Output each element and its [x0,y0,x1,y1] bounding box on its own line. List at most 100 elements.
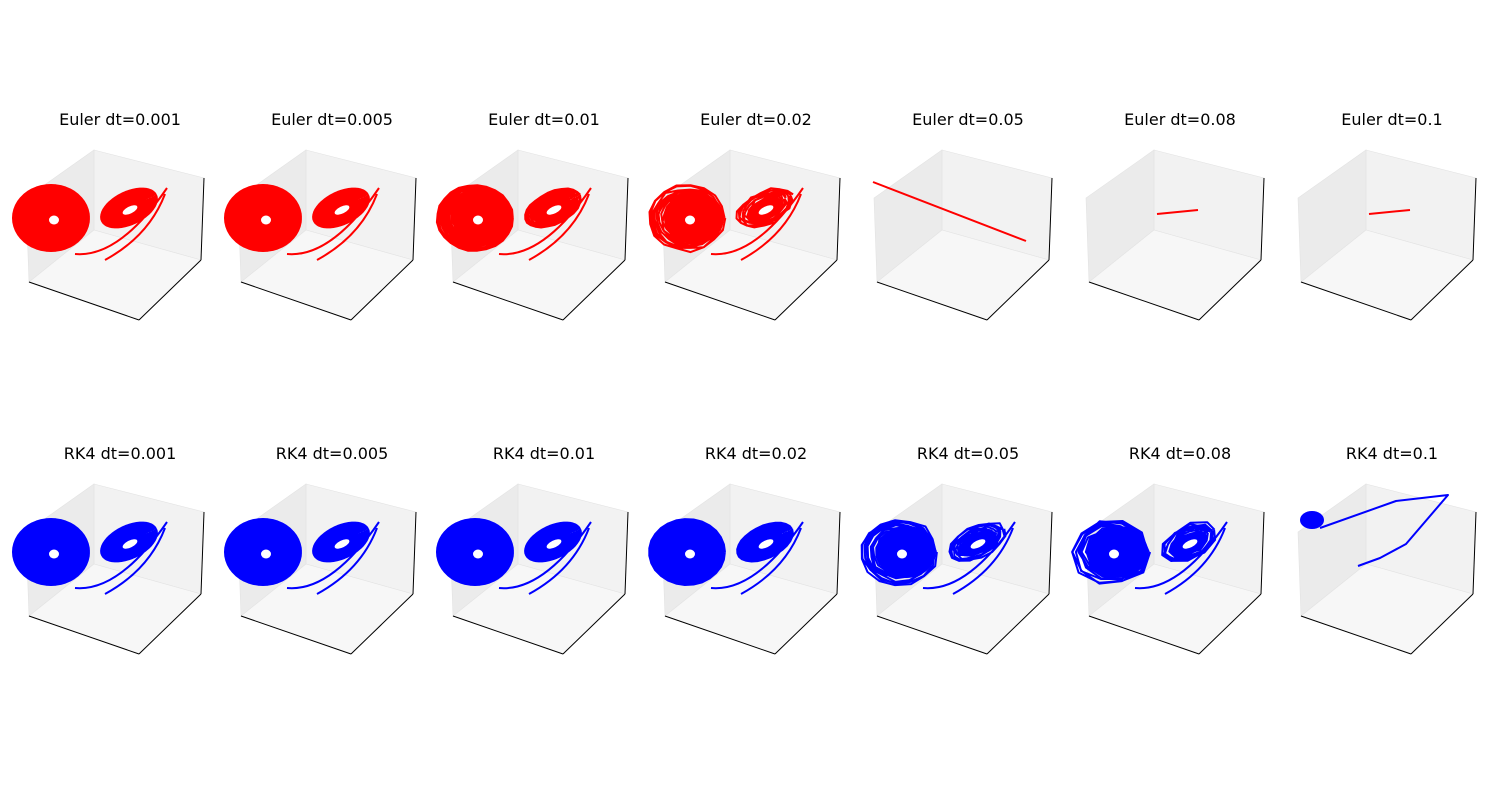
subplot-title: Euler dt=0.001 [59,110,181,129]
x-axis-line [664,281,776,321]
y-axis-line [1410,593,1474,655]
y-axis-line [138,593,202,655]
z-axis-line [836,511,841,595]
trajectory-hole-right [334,539,350,549]
subplot-rk4-0_001: RK4 dt=0.001 [12,444,226,674]
trajectory-hole-left [261,215,271,225]
axes-3d [1297,149,1477,321]
z-axis-line [200,511,205,595]
trajectory-hole-left [685,215,695,225]
trajectory-hole-left [685,549,695,559]
x-axis-line [28,281,140,321]
subplot-title: Euler dt=0.02 [700,110,812,129]
subplot-rk4-0_005: RK4 dt=0.005 [224,444,438,674]
subplot-euler-0_1: Euler dt=0.1 [1286,110,1498,340]
axes-3d [860,483,1053,655]
subplot-rk4-0_02: RK4 dt=0.02 [648,444,862,674]
trajectory-hole-right [546,539,562,549]
axes-3d [648,483,841,655]
trajectory-hole-left [897,549,907,559]
axes-3d [224,149,417,321]
subplot-rk4-0_08: RK4 dt=0.08 [1071,444,1286,674]
y-axis-line [1198,259,1262,321]
y-axis-line [774,259,838,321]
trajectory-line [435,184,592,261]
y-axis-line [562,259,626,321]
axes-3d [12,483,205,655]
z-axis-line [1048,177,1053,261]
trajectory-line [224,184,380,261]
z-axis-line [1472,177,1477,261]
y-axis-line [138,259,202,321]
z-axis-line [1472,511,1477,595]
trajectory-line [12,518,168,595]
trajectory-hole-left [49,215,59,225]
z-axis-line [1048,511,1053,595]
trajectory-line [1156,209,1199,215]
trajectory-cluster [1300,511,1324,529]
x-axis-line [1300,615,1412,655]
trajectory-hole-right [122,205,138,215]
z-axis-line [624,177,629,261]
trajectory-hole-right [546,205,562,215]
axes-3d [1085,149,1265,321]
trajectory-line [224,518,380,595]
subplot-rk4-0_01: RK4 dt=0.01 [436,444,650,674]
y-axis-line [986,593,1050,655]
subplot-title: Euler dt=0.08 [1124,110,1236,129]
subplot-euler-0_02: Euler dt=0.02 [648,110,862,340]
subplot-title: Euler dt=0.05 [912,110,1024,129]
x-axis-line [1300,281,1412,321]
subplot-title: Euler dt=0.1 [1341,110,1443,129]
subplot-rk4-0_1: RK4 dt=0.1 [1286,444,1498,674]
subplot-euler-0_08: Euler dt=0.08 [1074,110,1286,340]
trajectory-line [648,518,804,595]
subplot-title: RK4 dt=0.02 [704,444,808,463]
trajectory-line [872,181,1027,242]
y-axis-line [774,593,838,655]
x-axis-line [876,281,988,321]
trajectory-line [1368,209,1411,215]
trajectory-hole-right [758,205,774,215]
x-axis-line [1088,281,1200,321]
z-axis-line [624,511,629,595]
trajectory-hole-right [334,205,350,215]
x-axis-line [1088,615,1200,655]
trajectory-line [1319,494,1449,567]
x-axis-line [452,281,564,321]
trajectory-hole-right [758,539,774,549]
trajectory-line [436,518,592,595]
trajectory-line [12,184,168,261]
subplot-title: RK4 dt=0.001 [63,444,177,463]
axes-3d [872,149,1053,321]
x-axis-line [876,615,988,655]
axes-3d [1297,483,1477,655]
subplot-euler-0_001: Euler dt=0.001 [12,110,226,340]
subplot-title: RK4 dt=0.01 [492,444,596,463]
subplot-euler-0_005: Euler dt=0.005 [224,110,438,340]
z-axis-line [1260,177,1265,261]
subplot-euler-0_05: Euler dt=0.05 [862,110,1074,340]
y-axis-line [350,259,414,321]
trajectory-hole-left [261,549,271,559]
subplot-title: Euler dt=0.01 [488,110,600,129]
axes-3d [12,149,205,321]
z-axis-line [412,511,417,595]
axes-3d [224,483,417,655]
trajectory-line [648,184,804,261]
x-axis-line [664,615,776,655]
subplot-rk4-0_05: RK4 dt=0.05 [860,444,1074,674]
z-axis-line [200,177,205,261]
axes-3d [436,483,629,655]
z-axis-line [412,177,417,261]
subplot-title: Euler dt=0.005 [271,110,393,129]
z-axis-line [1260,511,1265,595]
trajectory-hole-right [970,539,986,549]
y-axis-line [350,593,414,655]
trajectory-line [860,519,1016,595]
subplot-title: RK4 dt=0.08 [1128,444,1232,463]
subplot-title: RK4 dt=0.05 [916,444,1020,463]
y-axis-line [1410,259,1474,321]
y-axis-line [986,259,1050,321]
